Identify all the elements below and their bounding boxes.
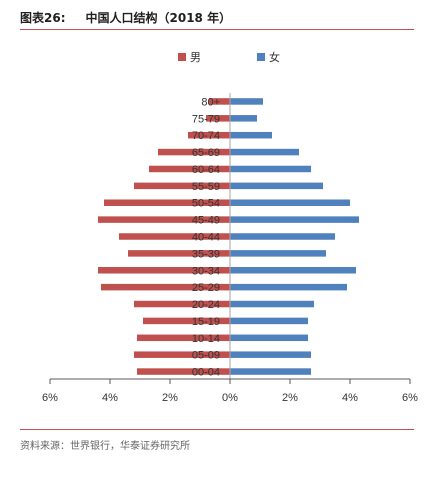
x-tick-label: 2%: [282, 392, 298, 404]
category-label: 20-24: [192, 299, 220, 311]
bar-male: [134, 351, 230, 358]
category-label: 45-49: [192, 215, 220, 227]
bar-male: [149, 165, 230, 173]
bar-female: [230, 98, 263, 105]
category-label: 50-54: [192, 198, 220, 210]
category-label: 30-34: [192, 265, 220, 277]
category-label: 05-09: [192, 350, 220, 362]
bar-male: [158, 148, 230, 156]
bar-female: [230, 317, 308, 325]
population-pyramid-chart: 男 女 80+ 75-79 70-74 65-69 60-64 55-59 50-54 45-49…: [42, 50, 418, 404]
legend-swatch-male: [178, 53, 186, 61]
figure-title: 图表26: 中国人口结构（2018 年）: [20, 9, 231, 26]
category-label: 10-14: [192, 333, 220, 345]
bar-female: [230, 115, 257, 122]
bar-female: [230, 283, 347, 291]
bar-female: [230, 216, 359, 223]
category-label: 15-19: [192, 316, 220, 328]
bar-male: [101, 283, 230, 291]
category-label: 25-29: [192, 282, 220, 294]
bar-male: [104, 199, 230, 206]
category-label: 80+: [201, 96, 220, 108]
bar-male: [134, 300, 230, 308]
bar-male: [137, 334, 230, 342]
bar-female: [230, 182, 323, 190]
bar-male: [188, 131, 230, 139]
bar-female: [230, 250, 326, 257]
legend-label-female: 女: [269, 50, 280, 64]
bar-male: [206, 115, 230, 122]
bar-male: [209, 98, 230, 105]
category-label: 40-44: [192, 232, 220, 244]
bar-male: [137, 368, 230, 375]
category-label: 60-64: [192, 164, 220, 176]
category-label: 75-79: [192, 113, 220, 125]
category-label: 00-04: [192, 367, 220, 379]
bar-male: [134, 182, 230, 190]
title-rule: [20, 29, 414, 30]
bar-male: [98, 216, 230, 223]
bar-female: [230, 300, 314, 308]
figure-number: 图表26:: [20, 11, 66, 25]
category-label: 35-39: [192, 248, 220, 260]
x-tick-label: 4%: [102, 392, 118, 404]
category-label: 55-59: [192, 181, 220, 193]
bar-male: [119, 233, 230, 240]
category-label: 70-74: [192, 130, 220, 142]
bar-female: [230, 334, 308, 342]
x-tick-label: 4%: [342, 392, 358, 404]
bar-female: [230, 165, 311, 173]
bar-female: [230, 199, 350, 206]
bar-female: [230, 148, 299, 156]
x-tick-label: 0%: [222, 392, 238, 404]
legend-label-male: 男: [190, 51, 201, 64]
bar-male: [128, 250, 230, 257]
bar-female: [230, 267, 356, 274]
bar-female: [230, 131, 272, 139]
x-tick-label: 6%: [42, 392, 58, 404]
bar-female: [230, 351, 311, 358]
x-tick-label: 6%: [402, 392, 418, 404]
source-rule: [20, 429, 414, 430]
bar-female: [230, 233, 335, 240]
bar-male: [143, 317, 230, 325]
bar-male: [98, 267, 230, 274]
figure-caption: 中国人口结构（2018 年）: [85, 11, 232, 25]
category-label: 65-69: [192, 147, 220, 159]
legend-swatch-female: [257, 53, 265, 61]
x-tick-label: 2%: [162, 392, 178, 404]
source-note: 资料来源：世界银行，华泰证券研究所: [20, 441, 190, 452]
bar-female: [230, 368, 311, 375]
